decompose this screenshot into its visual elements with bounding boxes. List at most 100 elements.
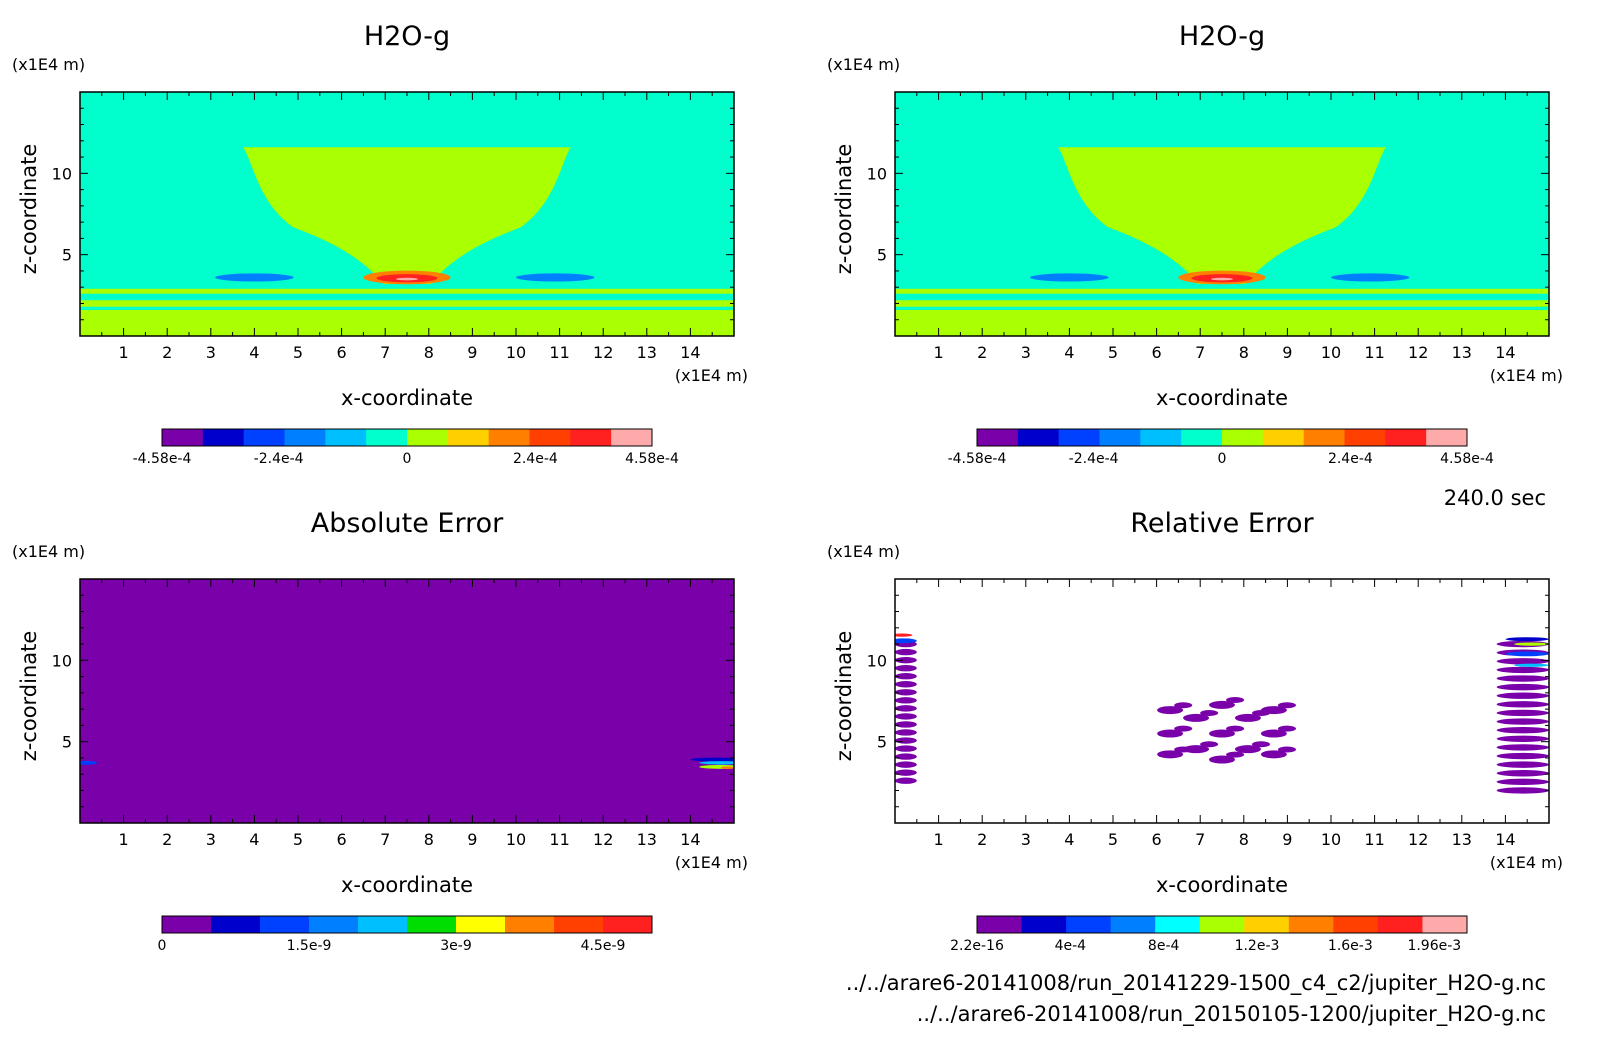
colorbar-swatch [407,429,449,446]
contour-stripe [895,721,917,728]
x-tick-label: 7 [380,343,390,362]
contour-band [80,288,734,294]
x-tick-label: 9 [1282,830,1292,849]
contour-stripe [895,681,917,688]
chart-title: Absolute Error [311,508,504,539]
contour-fleck [1157,729,1184,738]
y-tick-label: 10 [52,651,72,670]
contour-plume [243,147,571,284]
contour-blob [396,277,418,281]
file-path-2: ../../arare6-20141008/run_20150105-1200/… [917,1002,1546,1027]
x-tick-label: 3 [1021,343,1031,362]
contour-stripe [895,705,917,712]
colorbar-tick-label: 0 [158,938,167,954]
contour-blob [699,761,734,765]
x-tick-label: 12 [593,830,613,849]
colorbar-tick-label: -4.58e-4 [948,451,1007,467]
x-tick-label: 10 [1321,343,1341,362]
colorbar-swatch [162,916,212,933]
colorbar-tick-label: 4.58e-4 [1440,451,1494,467]
x-tick-label: 10 [506,830,526,849]
colorbar-swatch [1110,916,1156,933]
x-tick-label: 9 [1282,343,1292,362]
x-tick-label: 4 [249,830,259,849]
colorbar-swatch [243,429,285,446]
colorbar-swatch [1262,429,1305,446]
contour-blob [1514,663,1549,667]
colorbar-swatch [1155,916,1201,933]
contour-blob [1514,642,1549,646]
x-tick-label: 12 [593,343,613,362]
chart-title: H2O-g [364,21,450,52]
colorbar-tick-label: -4.58e-4 [133,451,192,467]
y-axis-label: z-coordinate [17,144,41,275]
colorbar-swatch [309,916,359,933]
x-tick-label: 11 [1364,343,1384,362]
contour-stripe [895,769,917,776]
x-tick-label: 1 [119,343,129,362]
chart-title: H2O-g [1179,21,1265,52]
x-tick-label: 14 [680,343,700,362]
x-tick-label: 2 [977,343,987,362]
colorbar-swatch [1058,429,1100,446]
x-tick-label: 13 [637,343,657,362]
y-tick-label: 5 [62,733,72,752]
contour-blob [516,273,595,282]
colorbar-tick-label: 3e-9 [440,938,471,954]
x-tick-label: 7 [1195,343,1205,362]
x-tick-label: 5 [1108,830,1118,849]
colorbar-swatch [1199,916,1245,933]
chart-panel-2: H2O-g(x1E4 m)1 2 3 4 5 6 7 8 9 10 11 12 13 14510(x1E4… [827,21,1563,467]
contour-blob [1331,273,1410,282]
y-tick-label: 5 [877,733,887,752]
contour-fleck [1226,697,1245,704]
contour-fleck [1183,713,1210,722]
contour-fleck [1200,710,1219,717]
contour-stripe [895,777,917,784]
x-tick-label: 7 [1195,830,1205,849]
contour-blob [80,760,98,765]
x-axis-label: x-coordinate [1156,386,1288,410]
x-tick-label: 1 [119,830,129,849]
colorbar-swatch [1099,429,1141,446]
contour-fleck [1209,729,1235,738]
x-unit-label: (x1E4 m) [1490,853,1563,872]
plot-area [895,579,1549,823]
contour-blob [699,764,734,769]
colorbar-swatch [358,916,408,933]
contour-stripe [1496,726,1549,734]
x-unit-label: (x1E4 m) [675,366,748,385]
contour-stripe [1496,701,1549,708]
contour-stripe [1496,770,1549,777]
contour-stripe [895,697,917,704]
colorbar-swatch [284,429,326,446]
colorbar-swatch [366,429,408,446]
x-tick-label: 8 [424,830,434,849]
colorbar-swatch [977,916,1023,933]
colorbar-tick-label: 1.2e-3 [1235,938,1280,954]
contour-stripe [1496,752,1549,760]
chart-panel-3: Absolute Error(x1E4 m)1 2 3 4 5 6 7 8 9 10 11 12 13 1… [12,508,748,954]
y-axis-label: z-coordinate [832,144,856,275]
x-tick-label: 7 [380,830,390,849]
contour-fleck [1234,713,1261,722]
x-tick-label: 13 [637,830,657,849]
contour-stripe [895,656,917,664]
chart-panel-4: Relative Error(x1E4 m)1 2 3 4 5 6 7 8 9 10 11 12 13 1… [827,508,1563,954]
contour-stripe [1496,709,1549,717]
y-axis-label: z-coordinate [832,631,856,762]
y-unit-label: (x1E4 m) [12,542,85,561]
contour-fleck [1157,706,1184,715]
y-axis-label: z-coordinate [17,631,41,762]
x-tick-label: 11 [549,830,569,849]
x-tick-label: 5 [293,343,303,362]
colorbar-swatch [1385,429,1427,446]
colorbar-swatch [407,916,457,933]
colorbar-swatch [1422,916,1468,933]
contour-stripe [895,689,917,696]
contour-stripe [1496,761,1549,768]
x-tick-label: 14 [680,830,700,849]
contour-fleck [1234,745,1261,754]
x-tick-label: 8 [424,343,434,362]
x-tick-label: 3 [206,830,216,849]
